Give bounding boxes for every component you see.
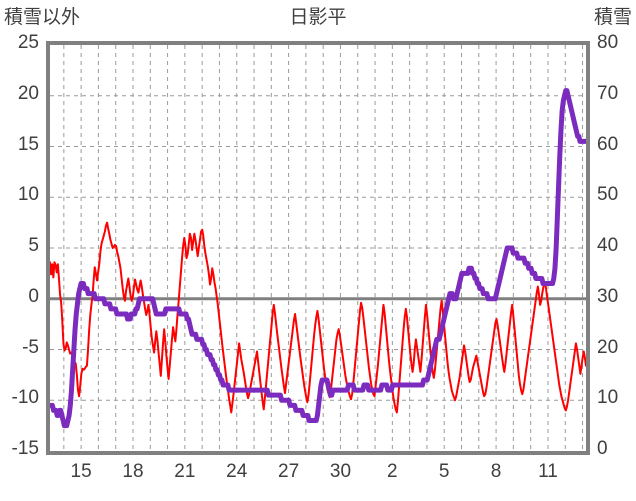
left-axis-tick-2: 15: [17, 133, 39, 155]
right-axis-tick-1: 70: [597, 82, 619, 104]
right-axis-tick-4: 40: [597, 235, 619, 256]
series-line-2: [50, 88, 586, 429]
left-axis-tick-0: 25: [17, 32, 39, 53]
left-axis-tick-5: 0: [28, 285, 39, 307]
plot-canvas: [50, 45, 586, 451]
right-axis-tick-3: 50: [597, 184, 619, 206]
right-axis-tick-7: 10: [597, 387, 619, 409]
right-axis-tick-5: 30: [597, 285, 619, 307]
x-axis-tick-8: 8: [490, 461, 502, 482]
x-axis-tick-2: 21: [174, 461, 196, 482]
left-axis-title: 積雪以外: [4, 7, 81, 28]
x-axis-tick-5: 30: [329, 461, 352, 482]
x-axis-tick-0: 15: [70, 461, 92, 482]
right-axis-tick-2: 60: [597, 133, 619, 155]
x-axis-tick-7: 5: [438, 461, 450, 482]
chart-title: 日影平: [289, 7, 347, 28]
left-axis-tick-6: -5: [22, 336, 39, 358]
x-axis-tick-3: 24: [226, 461, 248, 482]
x-axis-tick-9: 11: [538, 461, 558, 482]
left-axis-tick-1: 20: [17, 82, 39, 104]
series-line-1: [50, 221, 586, 414]
left-axis-tick-8: -15: [11, 438, 39, 459]
right-axis-tick-8: 0: [597, 438, 608, 459]
left-axis-tick-4: 5: [28, 235, 39, 256]
x-axis-tick-4: 27: [278, 461, 300, 482]
left-axis-tick-7: -10: [11, 387, 39, 409]
chart-svg: [50, 45, 586, 451]
x-axis-tick-1: 18: [122, 461, 144, 482]
left-axis-tick-3: 10: [17, 184, 39, 206]
x-axis-tick-6: 2: [387, 461, 398, 482]
right-axis-tick-6: 20: [597, 336, 619, 358]
plot-area: [46, 41, 590, 455]
right-axis-title: 積雪: [593, 7, 632, 28]
right-axis-tick-0: 80: [597, 32, 619, 53]
